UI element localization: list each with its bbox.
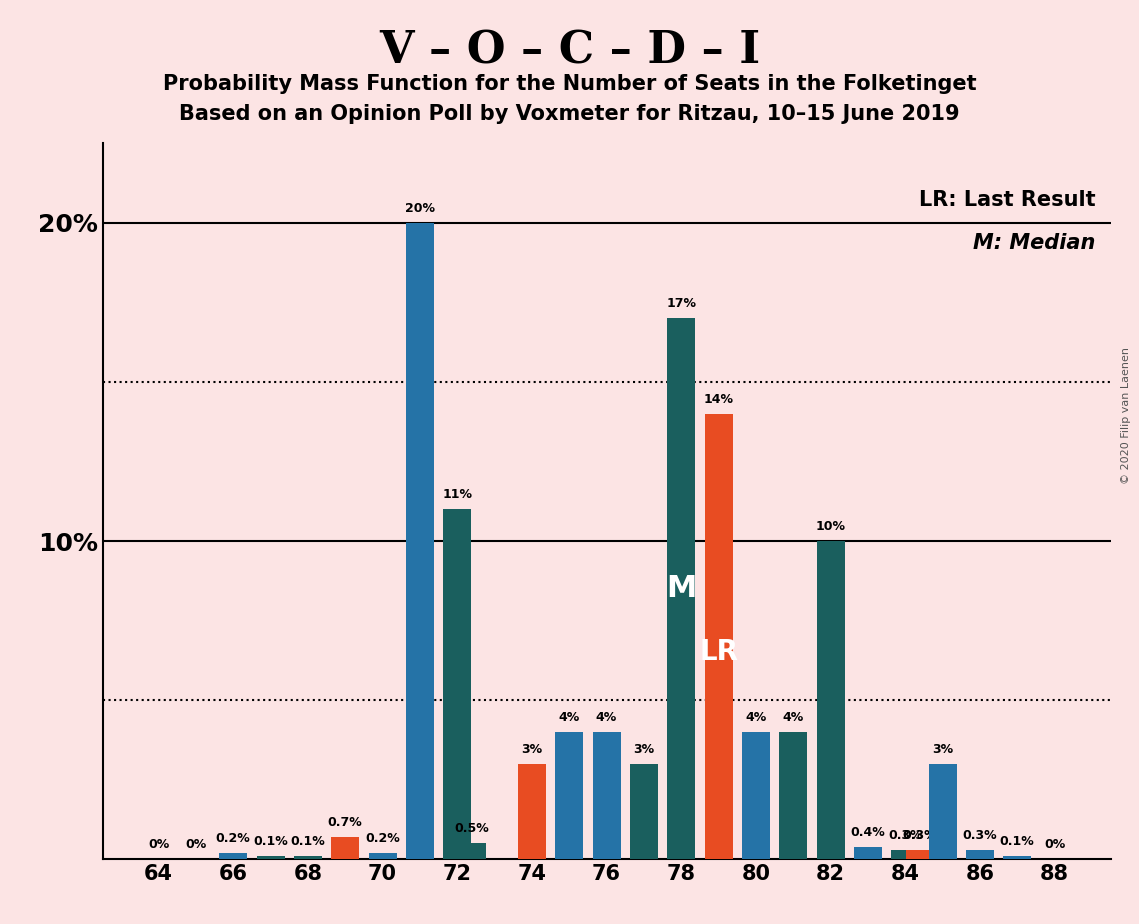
Text: 10%: 10% xyxy=(816,520,845,533)
Bar xyxy=(779,732,808,859)
Bar xyxy=(331,837,359,859)
Bar xyxy=(405,223,434,859)
Text: V – O – C – D – I: V – O – C – D – I xyxy=(379,30,760,73)
Bar xyxy=(555,732,583,859)
Bar xyxy=(592,732,621,859)
Bar xyxy=(458,844,486,859)
Bar xyxy=(256,857,285,859)
Bar xyxy=(741,732,770,859)
Bar xyxy=(518,764,546,859)
Text: 0.1%: 0.1% xyxy=(1000,835,1034,848)
Bar xyxy=(705,414,732,859)
Text: LR: Last Result: LR: Last Result xyxy=(919,189,1096,210)
Text: Probability Mass Function for the Number of Seats in the Folketinget: Probability Mass Function for the Number… xyxy=(163,74,976,94)
Bar xyxy=(1003,857,1031,859)
Text: © 2020 Filip van Laenen: © 2020 Filip van Laenen xyxy=(1121,347,1131,484)
Text: 4%: 4% xyxy=(558,711,580,724)
Text: 17%: 17% xyxy=(666,298,696,310)
Text: 4%: 4% xyxy=(782,711,804,724)
Text: 0.3%: 0.3% xyxy=(888,829,923,842)
Text: 0.2%: 0.2% xyxy=(366,832,400,845)
Text: 14%: 14% xyxy=(704,393,734,406)
Text: 0%: 0% xyxy=(1044,838,1065,851)
Bar xyxy=(817,541,844,859)
Text: 0.1%: 0.1% xyxy=(253,835,288,848)
Text: 3%: 3% xyxy=(633,743,655,756)
Text: 0.4%: 0.4% xyxy=(851,826,885,839)
Bar xyxy=(294,857,322,859)
Text: 0.7%: 0.7% xyxy=(328,816,362,829)
Bar xyxy=(907,850,934,859)
Text: 0.3%: 0.3% xyxy=(962,829,997,842)
Text: M: M xyxy=(666,575,696,603)
Text: 0.2%: 0.2% xyxy=(215,832,251,845)
Text: 0%: 0% xyxy=(148,838,169,851)
Text: 11%: 11% xyxy=(442,488,473,501)
Text: 3%: 3% xyxy=(522,743,542,756)
Bar xyxy=(966,850,994,859)
Bar xyxy=(928,764,957,859)
Text: 0.5%: 0.5% xyxy=(454,822,490,835)
Text: 4%: 4% xyxy=(596,711,617,724)
Text: M: Median: M: Median xyxy=(973,233,1096,253)
Text: 0.3%: 0.3% xyxy=(903,829,937,842)
Text: 4%: 4% xyxy=(745,711,767,724)
Bar xyxy=(369,853,396,859)
Bar xyxy=(219,853,247,859)
Text: LR: LR xyxy=(699,638,738,666)
Text: 0.1%: 0.1% xyxy=(290,835,326,848)
Text: 20%: 20% xyxy=(404,201,435,214)
Bar xyxy=(667,318,695,859)
Bar xyxy=(891,850,919,859)
Bar xyxy=(443,509,472,859)
Bar xyxy=(630,764,658,859)
Bar xyxy=(854,846,882,859)
Text: 0%: 0% xyxy=(186,838,206,851)
Text: 3%: 3% xyxy=(932,743,953,756)
Text: Based on an Opinion Poll by Voxmeter for Ritzau, 10–15 June 2019: Based on an Opinion Poll by Voxmeter for… xyxy=(179,104,960,125)
